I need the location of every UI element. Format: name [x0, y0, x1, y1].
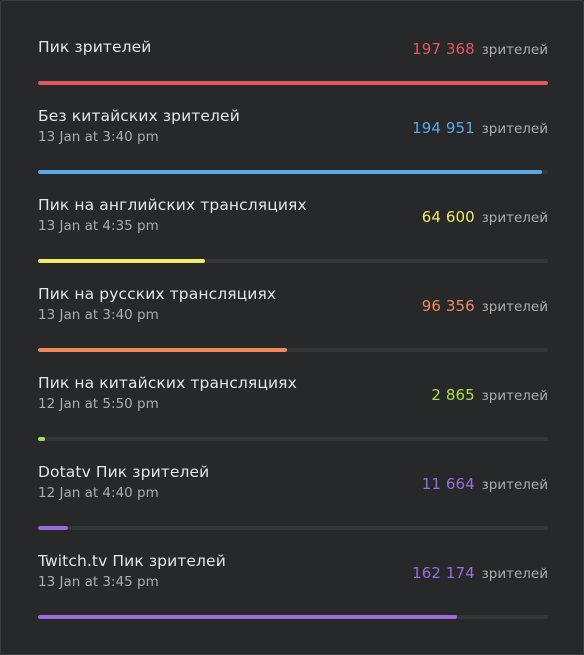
- stat-title: Пик зрителей: [38, 38, 152, 56]
- stat-number: 64 600: [421, 208, 475, 226]
- stat-value: 162 174 зрителей: [412, 564, 548, 582]
- stat-number: 194 951: [412, 119, 475, 137]
- stat-bar-fill: [38, 526, 69, 530]
- stat-value: 96 356 зрителей: [422, 297, 548, 315]
- stat-number: 197 368: [412, 40, 475, 58]
- stat-bar: [38, 81, 548, 85]
- stat-bar: [38, 526, 548, 530]
- stat-number: 96 356: [421, 297, 475, 315]
- stat-number: 11 664: [421, 475, 475, 493]
- stat-bar: [38, 259, 548, 263]
- stat-date: 13 Jan at 3:40 pm: [38, 307, 159, 323]
- stat-row-english: Пик на английских трансляциях 13 Jan at …: [38, 196, 548, 285]
- stat-value: 194 951 зрителей: [412, 119, 548, 137]
- stat-date: 12 Jan at 4:40 pm: [38, 485, 159, 501]
- stat-unit: зрителей: [481, 121, 548, 137]
- stat-bar-fill: [38, 170, 542, 174]
- stat-bar: [38, 170, 548, 174]
- stat-title: Пик на китайских трансляциях: [38, 374, 297, 392]
- stat-date: 13 Jan at 3:45 pm: [38, 574, 159, 590]
- stat-date: 12 Jan at 5:50 pm: [38, 396, 159, 412]
- stat-bar-fill: [38, 81, 548, 85]
- stat-bar-fill: [38, 615, 458, 619]
- stat-row-without-chinese: Без китайских зрителей 13 Jan at 3:40 pm…: [38, 107, 548, 196]
- stat-title: Twitch.tv Пик зрителей: [38, 552, 226, 570]
- stat-value: 2 865 зрителей: [431, 386, 548, 404]
- stat-bar: [38, 615, 548, 619]
- stat-value: 64 600 зрителей: [422, 208, 548, 226]
- stat-date: 13 Jan at 4:35 pm: [38, 218, 159, 234]
- stat-title: Пик на русских трансляциях: [38, 285, 277, 303]
- stat-value: 197 368 зрителей: [412, 40, 548, 58]
- stat-unit: зрителей: [481, 42, 548, 58]
- stat-number: 2 865: [431, 386, 475, 404]
- stat-bar-fill: [38, 437, 46, 441]
- stat-unit: зрителей: [481, 477, 548, 493]
- stat-number: 162 174: [412, 564, 475, 582]
- stat-title: Dotatv Пик зрителей: [38, 463, 210, 481]
- stat-bar-fill: [38, 348, 287, 352]
- stat-title: Без китайских зрителей: [38, 107, 240, 125]
- stat-row-chinese: Пик на китайских трансляциях 12 Jan at 5…: [38, 374, 548, 463]
- stat-date: 13 Jan at 3:40 pm: [38, 129, 159, 145]
- stat-row-peak: Пик зрителей 197 368 зрителей: [38, 38, 548, 127]
- stat-unit: зрителей: [481, 210, 548, 226]
- stat-unit: зрителей: [481, 388, 548, 404]
- stat-unit: зрителей: [481, 566, 548, 582]
- stat-title: Пик на английских трансляциях: [38, 196, 307, 214]
- stat-bar-fill: [38, 259, 205, 263]
- stat-unit: зрителей: [481, 299, 548, 315]
- stat-row-twitch: Twitch.tv Пик зрителей 13 Jan at 3:45 pm…: [38, 552, 548, 641]
- stat-bar: [38, 348, 548, 352]
- stat-value: 11 664 зрителей: [422, 475, 548, 493]
- stat-row-russian: Пик на русских трансляциях 13 Jan at 3:4…: [38, 285, 548, 374]
- stat-row-dotatv: Dotatv Пик зрителей 12 Jan at 4:40 pm 11…: [38, 463, 548, 552]
- stat-bar: [38, 437, 548, 441]
